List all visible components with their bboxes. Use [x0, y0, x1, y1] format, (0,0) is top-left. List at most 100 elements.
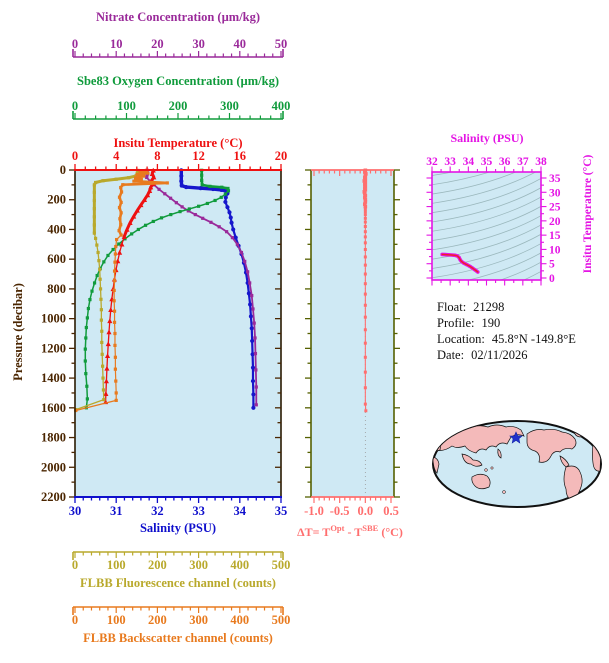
svg-text:30: 30: [69, 504, 82, 518]
backscatter-ruler-axis: 0 100 200 300 400 500: [72, 606, 290, 627]
svg-text:0.0: 0.0: [358, 504, 374, 518]
svg-text:10: 10: [549, 244, 561, 256]
svg-text:0: 0: [72, 99, 78, 113]
series-oxygen-profile: [83, 168, 231, 410]
svg-text:36: 36: [499, 156, 511, 168]
float-label: Float:: [437, 300, 467, 314]
svg-text:37: 37: [517, 156, 529, 168]
svg-text:0: 0: [72, 558, 78, 572]
float-id-line: Float: 21298: [437, 299, 576, 315]
fluorescence-axis-title: FLBB Fluorescence channel (counts): [80, 576, 276, 590]
svg-text:20: 20: [275, 149, 288, 163]
svg-text:35: 35: [549, 173, 561, 185]
date-line: Date: 02/11/2026: [437, 347, 576, 363]
svg-text:100: 100: [117, 99, 136, 113]
series-delta-t-profile: [362, 168, 368, 413]
location-line: Location: 45.8°N -149.8°E: [437, 331, 576, 347]
delta-t-title-part: ΔT= T: [297, 525, 331, 539]
svg-text:-1.0: -1.0: [304, 504, 324, 518]
nitrate-axis-title: Nitrate Concentration (µm/kg): [95, 10, 261, 24]
location-value: 45.8°N -149.8°E: [491, 332, 576, 346]
svg-text:34: 34: [463, 156, 475, 168]
svg-text:12: 12: [192, 149, 205, 163]
oxygen-axis-title: Sbe83 Oxygen Concentration (µm/kg): [77, 74, 279, 88]
svg-text:31: 31: [110, 504, 123, 518]
svg-text:38: 38: [535, 156, 547, 168]
map-location-star: [509, 431, 523, 444]
svg-text:30: 30: [549, 187, 561, 199]
svg-text:10: 10: [110, 37, 123, 51]
svg-text:400: 400: [272, 99, 291, 113]
svg-text:400: 400: [230, 558, 249, 572]
delta-t-panel: -1.0 -0.5 0.0 0.5: [304, 169, 400, 518]
svg-text:1600: 1600: [41, 401, 66, 415]
svg-text:0: 0: [60, 163, 66, 177]
float-value: 21298: [473, 300, 505, 314]
svg-text:5: 5: [549, 259, 555, 271]
svg-text:100: 100: [107, 558, 126, 572]
svg-text:1400: 1400: [41, 371, 66, 385]
series-nitrate-profile: [145, 168, 258, 407]
svg-text:4: 4: [113, 149, 120, 163]
svg-text:600: 600: [47, 252, 66, 266]
svg-text:20: 20: [549, 216, 561, 228]
svg-text:200: 200: [148, 613, 167, 627]
delta-t-title-part: - T: [344, 525, 363, 539]
svg-text:100: 100: [107, 613, 126, 627]
svg-text:400: 400: [47, 222, 66, 236]
delta-t-axis-title: ΔT= TOpt - TSBE (°C): [283, 521, 417, 539]
svg-text:32: 32: [151, 504, 164, 518]
svg-text:200: 200: [169, 99, 188, 113]
svg-text:33: 33: [192, 504, 205, 518]
float-info-panel: Float: 21298 Profile: 190 Location: 45.8°N …: [437, 299, 576, 363]
svg-text:300: 300: [189, 613, 208, 627]
delta-t-title-sup-sbe: SBE: [362, 523, 379, 533]
svg-text:500: 500: [272, 558, 291, 572]
svg-text:1200: 1200: [41, 341, 66, 355]
delta-t-title-sup-opt: Opt: [330, 523, 345, 533]
svg-text:35: 35: [275, 504, 288, 518]
svg-text:200: 200: [47, 193, 66, 207]
main-plot-frame: 0200400600800100012001400160018002000220…: [41, 149, 287, 518]
svg-text:0: 0: [72, 613, 78, 627]
profile-label: Profile:: [437, 316, 475, 330]
svg-text:2200: 2200: [41, 490, 66, 504]
svg-text:20: 20: [151, 37, 164, 51]
series-backscatter-profile: [74, 168, 169, 413]
salinity-axis-title: Salinity (PSU): [139, 521, 217, 535]
series-ts-curve: [440, 252, 480, 274]
svg-text:35: 35: [481, 156, 493, 168]
ts-diagram: 32 33 34 35 36 37 38 0 5 10 15 20 25 30 35: [426, 156, 561, 286]
svg-text:15: 15: [549, 230, 561, 242]
svg-text:-0.5: -0.5: [330, 504, 350, 518]
svg-text:0: 0: [549, 273, 555, 285]
svg-text:2000: 2000: [41, 460, 66, 474]
svg-text:16: 16: [234, 149, 247, 163]
svg-text:300: 300: [189, 558, 208, 572]
svg-text:33: 33: [444, 156, 456, 168]
backscatter-axis-title: FLBB Backscatter channel (counts): [83, 631, 273, 645]
date-label: Date:: [437, 348, 465, 362]
svg-text:32: 32: [426, 156, 438, 168]
svg-text:1800: 1800: [41, 431, 66, 445]
temperature-axis-title: Insitu Temperature (°C): [113, 136, 243, 150]
ts-isopycnal-contours: [432, 172, 541, 280]
svg-text:50: 50: [275, 37, 288, 51]
fluorescence-ruler-axis: 0 100 200 300 400 500: [72, 551, 291, 572]
oxygen-ruler-axis: 0 100 200 300 400: [72, 99, 291, 120]
ts-temperature-axis-title: Insitu Temperature (°C): [582, 154, 594, 274]
svg-text:1000: 1000: [41, 312, 66, 326]
svg-text:0: 0: [72, 37, 78, 51]
svg-text:34: 34: [234, 504, 247, 518]
svg-text:400: 400: [230, 613, 249, 627]
svg-text:0: 0: [72, 149, 78, 163]
profile-line: Profile: 190: [437, 315, 576, 331]
ts-salinity-axis-title: Salinity (PSU): [450, 131, 524, 145]
svg-text:200: 200: [148, 558, 167, 572]
svg-text:8: 8: [154, 149, 160, 163]
profile-value: 190: [481, 316, 501, 330]
svg-text:40: 40: [234, 37, 247, 51]
pressure-axis-title: Pressure (decibar): [11, 283, 25, 381]
